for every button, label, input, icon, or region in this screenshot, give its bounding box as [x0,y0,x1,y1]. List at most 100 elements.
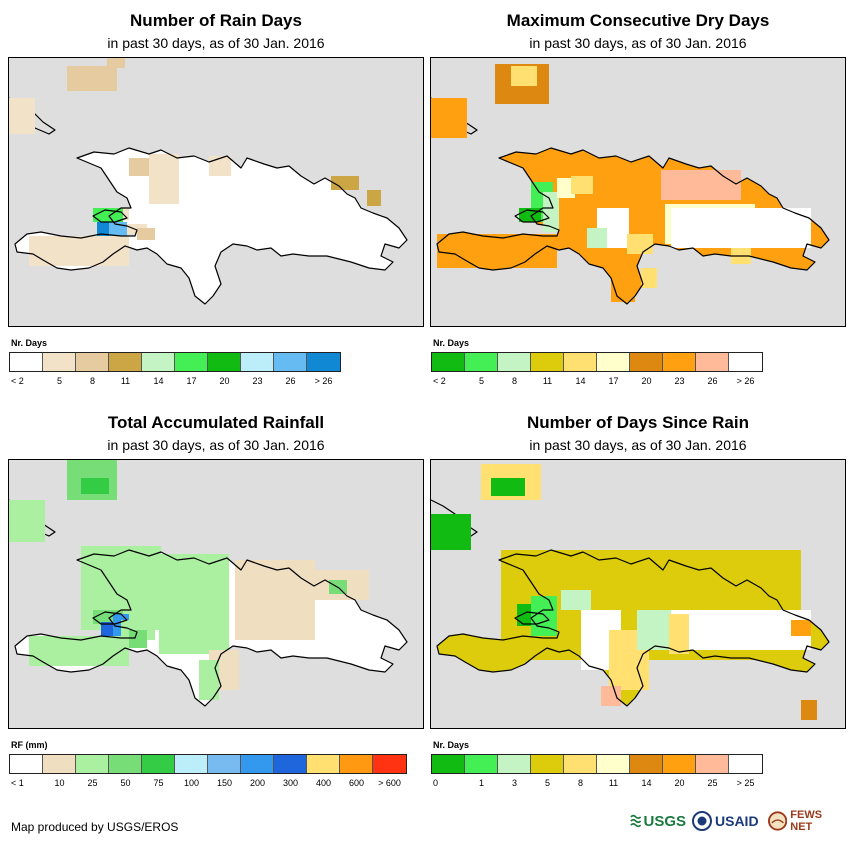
hispaniola-landmass [15,148,407,304]
legend-swatch [43,755,76,773]
panel-subtitle: in past 30 days, as of 30 Jan. 2016 [529,437,747,453]
map-cell [671,610,811,650]
legend-swatch [274,755,307,773]
legend-tick-label: > 600 [378,778,401,788]
legend-tick-label: 23 [252,376,263,386]
map-cell [671,208,811,248]
hispaniola-coastline [14,147,408,305]
map-cell [587,228,607,248]
usgs-wave-icon [630,814,642,828]
legend-swatch [76,755,109,773]
legend-tick-label: 26 [285,376,296,386]
legend-swatch [241,755,274,773]
legend-swatch [498,353,531,371]
legend-swatch [109,755,142,773]
legend-swatch [564,755,597,773]
legend: Nr. Days < 2 5 8 11 14 17 20 23 26 > 26 [8,335,348,395]
map-cell [81,478,109,494]
panel-total-rainfall: Total Accumulated Rainfall in past 30 da… [8,402,424,802]
map-cell [159,554,229,654]
legend-swatch [696,353,729,371]
legend-swatch [465,353,498,371]
legend-tick-label: 5 [544,778,551,788]
map-cell [67,66,117,91]
map-cell [543,192,559,232]
legend-colorbar [9,352,341,372]
fewsnet-globe-icon [768,811,788,831]
legend-swatch [175,755,208,773]
legend-tick-label: 10 [54,778,65,788]
map-cell [561,590,591,610]
map-cell [97,222,111,238]
legend-swatch [531,755,564,773]
legend-swatch [630,755,663,773]
legend-tick-label: 11 [542,376,553,386]
map-rain-days [8,57,424,327]
legend-tick-label: 50 [120,778,131,788]
map-cell [149,154,179,204]
legend-tick-label: 17 [608,376,619,386]
map-cell [129,630,147,648]
legend-tick-label: 20 [641,376,652,386]
map-cell [437,234,557,268]
map-credit: Map produced by USGS/EROS [11,820,179,834]
legend-tick-label: 1 [478,778,485,788]
legend-swatch [432,353,465,371]
map-cell [9,98,35,134]
gonave-island-coastline [92,611,128,625]
panel-title: Number of Rain Days [130,11,302,30]
legend-title: Nr. Days [11,338,48,348]
legend-swatch [241,353,274,371]
map-cell [209,156,231,176]
usaid-logo-text: USAID [715,813,759,829]
legend-swatch [208,353,241,371]
legend-tick-label: 20 [674,778,685,788]
legend-swatch [373,755,406,773]
legend-tick-label: 14 [641,778,652,788]
legend-swatch [175,353,208,371]
legend-tick-label: 17 [186,376,197,386]
hispaniola-coastline [436,147,830,305]
legend-tick-label: 11 [120,376,131,386]
usaid-seal-icon [692,811,712,831]
legend-swatch [564,353,597,371]
map-cell [109,222,127,238]
map-cell [669,614,689,654]
legend-swatch [274,353,307,371]
map-cell [491,478,525,496]
legend-tick-label: 600 [348,778,365,788]
logo-strip: USGS USAID FEWS NET [630,806,845,836]
map-cell [29,236,129,266]
legend-ticks: < 1 10 25 50 75 100 150 200 300 400 600 > 600 [8,778,401,790]
legend-swatch [142,353,175,371]
legend-tick-label: 400 [315,778,332,788]
hispaniola-coastline [14,549,408,707]
map-max-dry-days [430,57,846,327]
legend-colorbar [431,352,763,372]
legend-tick-label: 100 [183,778,200,788]
legend-tick-label: 300 [282,778,299,788]
legend-swatch [663,353,696,371]
legend-swatch [340,755,373,773]
legend-tick-label: 25 [707,778,718,788]
legend-tick-label: 75 [153,778,164,788]
panel-title: Number of Days Since Rain [526,413,749,432]
panel-subtitle: in past 30 days, as of 30 Jan. 2016 [107,35,325,51]
map-cell [199,660,219,700]
panel-subtitle: in past 30 days, as of 30 Jan. 2016 [529,35,747,51]
legend-colorbar [431,754,763,774]
panel-subtitle: in past 30 days, as of 30 Jan. 2016 [107,437,325,453]
usgs-logo: USGS [630,806,686,836]
legend-ticks: < 2 5 8 11 14 17 20 23 26 > 26 [8,376,348,388]
legend-tick-label: > 25 [736,778,755,788]
legend-tick-label: 25 [87,778,98,788]
gonave-island-coastline [514,209,550,223]
map-cell [557,178,575,198]
legend: Nr. Days < 2 5 8 11 14 17 20 23 26 > 26 [430,335,770,395]
legend-tick-label: 3 [511,778,518,788]
panel-rain-days: Number of Rain Days in past 30 days, as … [8,0,424,400]
fewsnet-logo: FEWS NET [768,806,845,836]
map-cell [129,158,151,176]
map-cell [107,58,125,68]
legend-tick-label: > 26 [736,376,755,386]
